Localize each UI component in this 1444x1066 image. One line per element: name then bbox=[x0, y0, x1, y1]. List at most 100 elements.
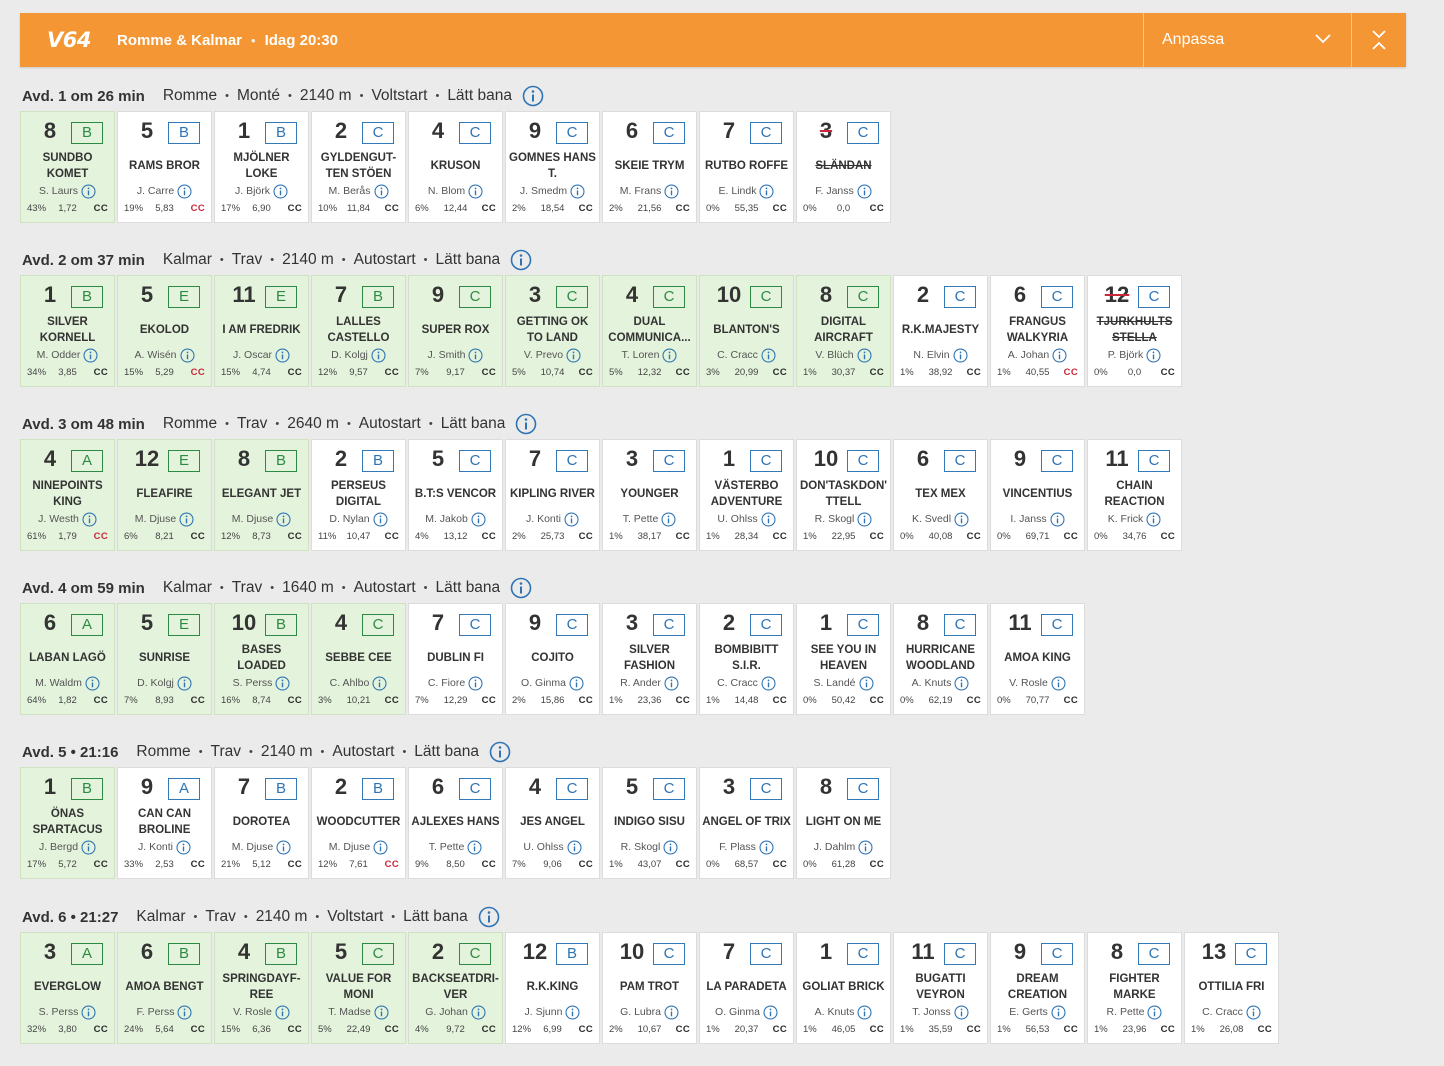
horse-card[interactable]: 2 C BOMBIBITT S.I.R. C. Cracc 1% 14,48 CC bbox=[699, 603, 794, 715]
horse-info-icon[interactable] bbox=[177, 1004, 192, 1020]
horse-info-icon[interactable] bbox=[570, 183, 585, 199]
horse-card[interactable]: 7 C LA PARADETA O. Ginma 1% 20,37 CC bbox=[699, 932, 794, 1044]
horse-card[interactable]: 4 C KRUSON N. Blom 6% 12,44 CC bbox=[408, 111, 503, 223]
horse-card[interactable]: 2 B PERSEUS DIGITAL D. Nylan 11% 10,47 CC bbox=[311, 439, 406, 551]
race-info-icon[interactable] bbox=[478, 906, 500, 928]
horse-card[interactable]: 5 E SUNRISE D. Kolgj 7% 8,93 CC bbox=[117, 603, 212, 715]
horse-card[interactable]: 13 C OTTILIA FRI C. Cracc 1% 26,08 CC bbox=[1184, 932, 1279, 1044]
horse-info-icon[interactable] bbox=[761, 675, 776, 691]
horse-info-icon[interactable] bbox=[858, 839, 873, 855]
horse-info-icon[interactable] bbox=[569, 675, 584, 691]
horse-card[interactable]: 3 C ANGEL OF TRIX F. Plass 0% 68,57 CC bbox=[699, 767, 794, 879]
horse-card[interactable]: 10 C PAM TROT G. Lubra 2% 10,67 CC bbox=[602, 932, 697, 1044]
horse-info-icon[interactable] bbox=[759, 839, 774, 855]
horse-info-icon[interactable] bbox=[664, 1004, 679, 1020]
horse-info-icon[interactable] bbox=[858, 675, 874, 691]
horse-card[interactable]: 2 C GYLDENGUT-TEN STÖEN M. Berås 10% 11,84 CC bbox=[311, 111, 406, 223]
horse-card[interactable]: 9 C DREAM CREATION E. Gerts 1% 56,53 CC bbox=[990, 932, 1085, 1044]
horse-info-icon[interactable] bbox=[81, 183, 96, 199]
horse-info-icon[interactable] bbox=[857, 347, 872, 363]
horse-card[interactable]: 4 C JES ANGEL U. Ohlss 7% 9,06 CC bbox=[505, 767, 600, 879]
horse-card[interactable]: 8 B ELEGANT JET M. Djuse 12% 8,73 CC bbox=[214, 439, 309, 551]
horse-info-icon[interactable] bbox=[275, 347, 290, 363]
horse-card[interactable]: 12 E FLEAFIRE M. Djuse 6% 8,21 CC bbox=[117, 439, 212, 551]
horse-card[interactable]: 12 B R.K.KING J. Sjunn 12% 6,99 CC bbox=[505, 932, 600, 1044]
race-info-icon[interactable] bbox=[522, 85, 544, 107]
horse-info-icon[interactable] bbox=[85, 675, 100, 691]
horse-info-icon[interactable] bbox=[953, 347, 968, 363]
horse-info-icon[interactable] bbox=[1147, 1004, 1162, 1020]
horse-info-icon[interactable] bbox=[177, 183, 192, 199]
horse-card[interactable]: 4 A NINEPOINTS KING J. Westh 61% 1,79 CC bbox=[20, 439, 115, 551]
horse-info-icon[interactable] bbox=[567, 839, 582, 855]
horse-card[interactable]: 5 C VALUE FOR MONI T. Madse 5% 22,49 CC bbox=[311, 932, 406, 1044]
horse-info-icon[interactable] bbox=[373, 183, 389, 199]
horse-info-icon[interactable] bbox=[468, 675, 483, 691]
horse-card[interactable]: 1 B SILVER KORNELL M. Odder 34% 3,85 CC bbox=[20, 275, 115, 387]
horse-info-icon[interactable] bbox=[467, 839, 482, 855]
horse-card[interactable]: 5 C INDIGO SISU R. Skogl 1% 43,07 CC bbox=[602, 767, 697, 879]
horse-info-icon[interactable] bbox=[275, 1004, 290, 1020]
horse-info-icon[interactable] bbox=[471, 1004, 486, 1020]
horse-info-icon[interactable] bbox=[761, 347, 776, 363]
horse-card[interactable]: 8 C FIGHTER MARKE R. Pette 1% 23,96 CC bbox=[1087, 932, 1182, 1044]
horse-card[interactable]: 12 C TJURKHULTS STELLA P. Björk 0% 0,0 CC bbox=[1087, 275, 1182, 387]
horse-info-icon[interactable] bbox=[1146, 511, 1161, 527]
horse-info-icon[interactable] bbox=[471, 511, 486, 527]
horse-info-icon[interactable] bbox=[954, 1004, 969, 1020]
horse-info-icon[interactable] bbox=[273, 183, 288, 199]
horse-card[interactable]: 5 B RAMS BROR J. Carre 19% 5,83 CC bbox=[117, 111, 212, 223]
horse-card[interactable]: 1 C GOLIAT BRICK A. Knuts 1% 46,05 CC bbox=[796, 932, 891, 1044]
horse-info-icon[interactable] bbox=[1246, 1004, 1261, 1020]
horse-card[interactable]: 4 B SPRINGDAYF-REE V. Rosle 15% 6,36 CC bbox=[214, 932, 309, 1044]
horse-info-icon[interactable] bbox=[468, 347, 483, 363]
horse-info-icon[interactable] bbox=[566, 347, 581, 363]
horse-info-icon[interactable] bbox=[662, 347, 677, 363]
horse-info-icon[interactable] bbox=[81, 1004, 96, 1020]
horse-card[interactable]: 3 A EVERGLOW S. Perss 32% 3,80 CC bbox=[20, 932, 115, 1044]
horse-card[interactable]: 6 C FRANGUS WALKYRIA A. Johan 1% 40,55 CC bbox=[990, 275, 1085, 387]
horse-card[interactable]: 3 C SLÄNDAN F. Janss 0% 0,0 CC bbox=[796, 111, 891, 223]
horse-info-icon[interactable] bbox=[83, 347, 98, 363]
horse-card[interactable]: 3 C GETTING OK TO LAND V. Prevo 5% 10,74 CC bbox=[505, 275, 600, 387]
horse-card[interactable]: 6 C AJLEXES HANS T. Pette 9% 8,50 CC bbox=[408, 767, 503, 879]
horse-card[interactable]: 6 B AMOA BENGT F. Perss 24% 5,64 CC bbox=[117, 932, 212, 1044]
horse-card[interactable]: 6 C SKEIE TRYM M. Frans 2% 21,56 CC bbox=[602, 111, 697, 223]
horse-info-icon[interactable] bbox=[661, 511, 676, 527]
horse-info-icon[interactable] bbox=[276, 511, 291, 527]
horse-card[interactable]: 8 C HURRICANE WOODLAND A. Knuts 0% 62,19 CC bbox=[893, 603, 988, 715]
horse-card[interactable]: 11 E I AM FREDRIK J. Oscar 15% 4,74 CC bbox=[214, 275, 309, 387]
horse-card[interactable]: 9 C VINCENTIUS I. Janss 0% 69,71 CC bbox=[990, 439, 1085, 551]
horse-info-icon[interactable] bbox=[1146, 347, 1161, 363]
horse-info-icon[interactable] bbox=[954, 675, 969, 691]
horse-card[interactable]: 4 C SEBBE CEE C. Ahlbo 3% 10,21 CC bbox=[311, 603, 406, 715]
horse-card[interactable]: 6 A LABAN LAGÖ M. Waldm 64% 1,82 CC bbox=[20, 603, 115, 715]
horse-card[interactable]: 8 B SUNDBO KOMET S. Laurs 43% 1,72 CC bbox=[20, 111, 115, 223]
horse-card[interactable]: 4 C DUAL COMMUNICA... T. Loren 5% 12,32 CC bbox=[602, 275, 697, 387]
horse-info-icon[interactable] bbox=[954, 511, 969, 527]
horse-info-icon[interactable] bbox=[1051, 675, 1066, 691]
horse-card[interactable]: 1 C VÄSTERBO ADVENTURE U. Ohlss 1% 28,34 CC bbox=[699, 439, 794, 551]
horse-card[interactable]: 10 C DON'TASKDON' TTELL R. Skogl 1% 22,95 CC bbox=[796, 439, 891, 551]
horse-info-icon[interactable] bbox=[664, 183, 679, 199]
horse-card[interactable]: 9 C GOMNES HANS T. J. Smedm 2% 18,54 CC bbox=[505, 111, 600, 223]
horse-card[interactable]: 5 E EKOLOD A. Wisén 15% 5,29 CC bbox=[117, 275, 212, 387]
horse-card[interactable]: 6 C TEX MEX K. Svedl 0% 40,08 CC bbox=[893, 439, 988, 551]
horse-card[interactable]: 1 C SEE YOU IN HEAVEN S. Landé 0% 50,42 CC bbox=[796, 603, 891, 715]
horse-info-icon[interactable] bbox=[1050, 511, 1065, 527]
horse-info-icon[interactable] bbox=[373, 511, 388, 527]
horse-card[interactable]: 7 C KIPLING RIVER J. Konti 2% 25,73 CC bbox=[505, 439, 600, 551]
horse-card[interactable]: 2 C R.K.MAJESTY N. Elvin 1% 38,92 CC bbox=[893, 275, 988, 387]
horse-card[interactable]: 7 B DOROTEA M. Djuse 21% 5,12 CC bbox=[214, 767, 309, 879]
horse-info-icon[interactable] bbox=[372, 675, 387, 691]
horse-card[interactable]: 7 C RUTBO ROFFE E. Lindk 0% 55,35 CC bbox=[699, 111, 794, 223]
race-info-icon[interactable] bbox=[510, 249, 532, 271]
horse-card[interactable]: 8 C LIGHT ON ME J. Dahlm 0% 61,28 CC bbox=[796, 767, 891, 879]
horse-info-icon[interactable] bbox=[373, 839, 388, 855]
horse-info-icon[interactable] bbox=[371, 347, 386, 363]
horse-card[interactable]: 10 B BASES LOADED S. Perss 16% 8,74 CC bbox=[214, 603, 309, 715]
horse-info-icon[interactable] bbox=[176, 839, 191, 855]
horse-card[interactable]: 8 C DIGITAL AIRCRAFT V. Blüch 1% 30,37 CC bbox=[796, 275, 891, 387]
horse-info-icon[interactable] bbox=[179, 511, 194, 527]
horse-card[interactable]: 11 C CHAIN REACTION K. Frick 0% 34,76 CC bbox=[1087, 439, 1182, 551]
